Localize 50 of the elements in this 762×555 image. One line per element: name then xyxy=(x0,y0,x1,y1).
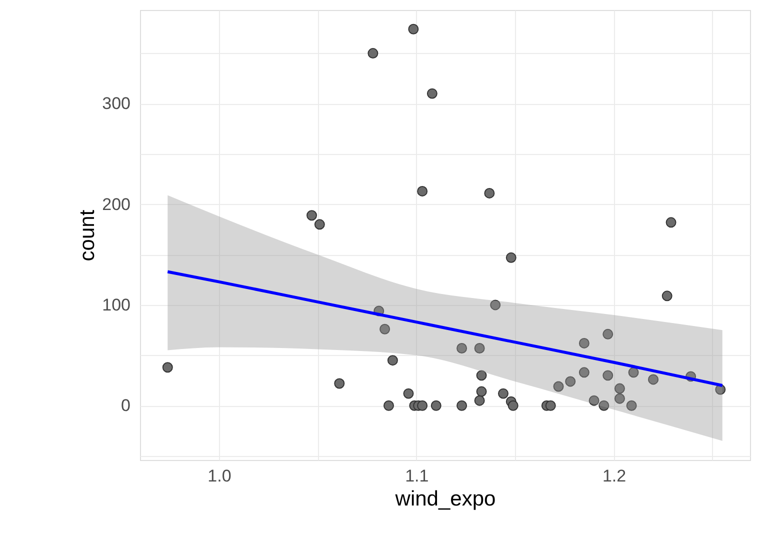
point xyxy=(403,388,414,399)
point xyxy=(474,343,485,354)
point xyxy=(498,388,508,399)
point xyxy=(598,400,610,411)
y-tick-label: 200 xyxy=(102,194,130,214)
point xyxy=(662,290,672,302)
point xyxy=(426,88,438,99)
point xyxy=(456,400,468,411)
point xyxy=(484,188,495,198)
point xyxy=(476,386,487,397)
y-tick-label: 100 xyxy=(102,295,130,314)
point xyxy=(430,400,442,411)
point xyxy=(614,393,625,404)
point xyxy=(387,355,398,366)
y-tick-label: 300 xyxy=(102,94,130,114)
point xyxy=(666,217,676,228)
point xyxy=(578,367,590,378)
y-axis-title: count xyxy=(76,210,100,262)
y-tick-label: 0 xyxy=(121,396,130,416)
point xyxy=(314,219,325,230)
point xyxy=(456,343,468,354)
point xyxy=(383,400,394,411)
point xyxy=(628,367,639,378)
point xyxy=(545,400,556,411)
point xyxy=(490,300,501,310)
point xyxy=(408,24,419,34)
point xyxy=(614,383,625,394)
point xyxy=(578,338,590,348)
point xyxy=(506,252,516,263)
point xyxy=(380,324,390,334)
point xyxy=(553,381,564,392)
x-tick-label: 1.1 xyxy=(405,466,429,486)
point xyxy=(602,370,614,381)
point xyxy=(417,400,428,411)
x-tick-label: 1.2 xyxy=(602,466,626,486)
point xyxy=(162,362,173,373)
point xyxy=(648,374,659,385)
point xyxy=(474,395,485,406)
point xyxy=(306,210,317,221)
point xyxy=(334,378,345,389)
point xyxy=(565,376,576,387)
point xyxy=(417,186,428,196)
point xyxy=(368,48,378,59)
point xyxy=(588,395,600,406)
point xyxy=(602,328,614,340)
point xyxy=(508,400,518,411)
point xyxy=(626,400,637,411)
x-tick-label: 1.0 xyxy=(208,466,232,486)
x-axis-title: wind_expo xyxy=(394,488,496,510)
point xyxy=(476,370,487,381)
